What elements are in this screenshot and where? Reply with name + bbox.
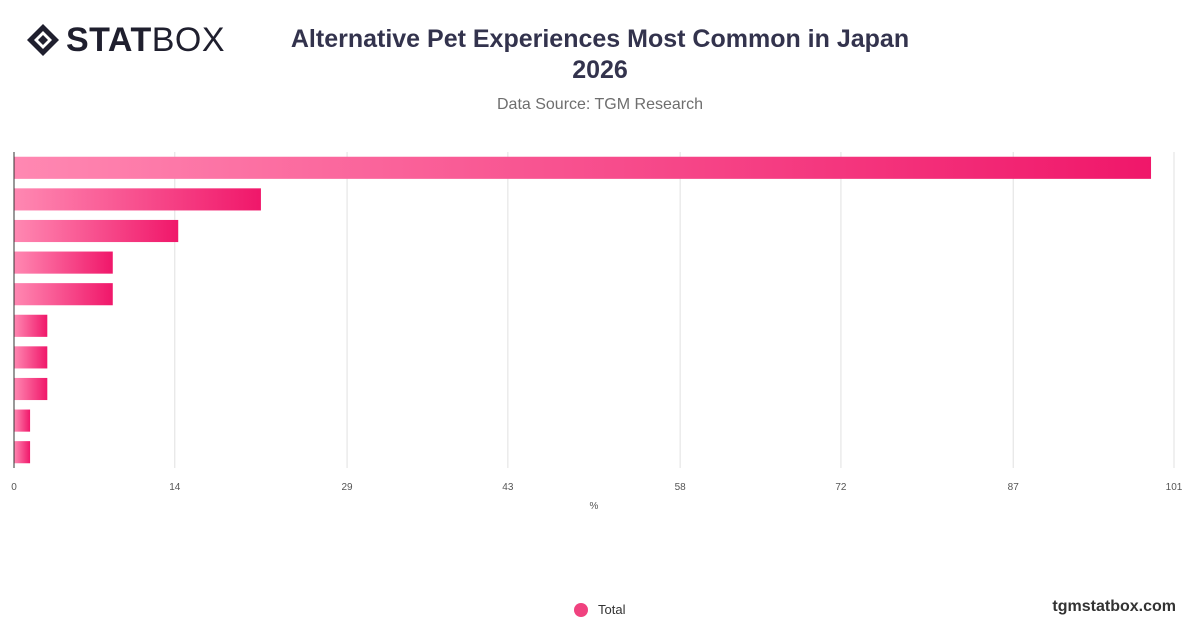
bars (14, 156, 1152, 464)
x-axis-ticks: 0 14 29 43 58 72 87 101 (11, 482, 1183, 493)
x-tick-label: 101 (1166, 482, 1183, 493)
x-tick-label: 14 (169, 482, 181, 493)
chart-header: Alternative Pet Experiences Most Common … (250, 24, 950, 114)
bar[interactable] (14, 251, 113, 274)
bar[interactable] (14, 441, 31, 464)
x-axis-title: % (590, 501, 599, 512)
logo-wordmark: STATBOX (66, 22, 225, 58)
legend-marker (574, 602, 588, 617)
grid-lines (174, 152, 1175, 468)
bar[interactable] (14, 156, 1152, 179)
bar[interactable] (14, 188, 261, 211)
chart-title-line-2: 2026 (572, 56, 628, 84)
x-tick-label: 43 (502, 482, 514, 493)
x-tick-label: 29 (342, 482, 354, 493)
legend[interactable]: Total (574, 602, 625, 617)
chart-title: Alternative Pet Experiences Most Common … (250, 24, 950, 86)
bar[interactable] (14, 219, 179, 243)
statbox-diamond-icon (27, 24, 59, 56)
logo-wordmark-light: BOX (151, 21, 226, 59)
bar[interactable] (14, 409, 31, 432)
chart-title-line-1: Alternative Pet Experiences Most Common … (290, 25, 910, 53)
x-tick-label: 72 (835, 482, 847, 493)
statbox-logo: STATBOX (26, 22, 225, 58)
x-tick-label: 58 (675, 482, 687, 493)
bar[interactable] (14, 346, 48, 369)
x-tick-label: 87 (1008, 482, 1020, 493)
logo-wordmark-bold: STAT (66, 21, 152, 59)
chart-subtitle: Data Source: TGM Research (496, 96, 703, 113)
legend-label: Total (598, 602, 626, 617)
x-tick-label: 0 (11, 482, 17, 493)
bar[interactable] (14, 283, 113, 306)
bar[interactable] (14, 377, 48, 401)
watermark: tgmstatbox.com (1052, 598, 1176, 615)
bar[interactable] (14, 314, 48, 337)
